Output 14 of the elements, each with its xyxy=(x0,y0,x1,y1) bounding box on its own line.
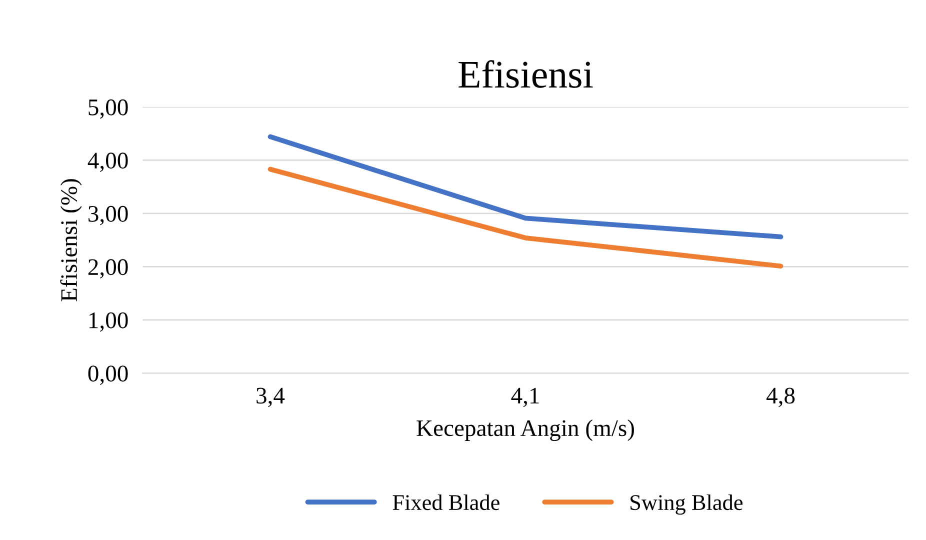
y-tick-label: 0,00 xyxy=(88,366,128,385)
legend-label: Swing Blade xyxy=(630,494,743,515)
y-tick-label: 5,00 xyxy=(88,99,128,119)
y-tick-label: 1,00 xyxy=(89,312,128,332)
chart-title: Efisiensi xyxy=(458,60,593,88)
legend-label: Fixed Blade xyxy=(392,494,500,510)
x-tick-label: 4,1 xyxy=(511,388,539,408)
y-axis-title: Efisiensi (%) xyxy=(60,179,82,302)
y-tick-label: 3,00 xyxy=(88,206,128,226)
y-tick-label: 4,00 xyxy=(88,152,128,172)
x-axis-title: Kecepatan Angin (m/s) xyxy=(416,420,634,442)
y-tick-label: 2,00 xyxy=(88,259,128,278)
x-tick-label: 3,4 xyxy=(256,388,285,408)
x-tick-label: 4,8 xyxy=(766,388,795,408)
